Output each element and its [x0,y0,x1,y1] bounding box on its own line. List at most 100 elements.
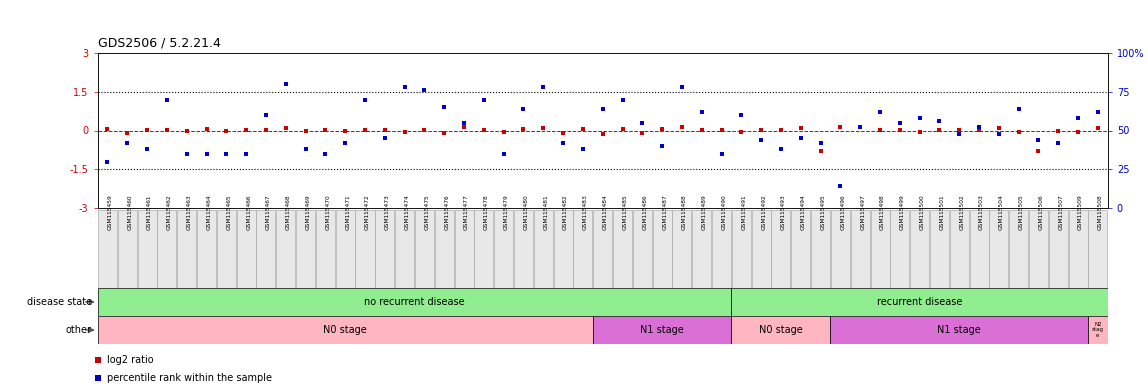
Text: GSM115471: GSM115471 [346,194,350,230]
Text: GSM115498: GSM115498 [881,194,885,230]
Point [88,375,107,381]
Text: GSM115474: GSM115474 [404,194,410,230]
FancyBboxPatch shape [594,210,612,288]
Point [514,106,533,112]
Point [138,127,156,133]
Point [673,84,691,90]
Text: GSM115463: GSM115463 [187,194,192,230]
Point [553,140,572,146]
Text: GSM115493: GSM115493 [781,194,786,230]
Text: log2 ratio: log2 ratio [108,355,154,365]
Point [752,127,770,133]
FancyBboxPatch shape [891,210,909,288]
Text: GSM115477: GSM115477 [464,194,470,230]
Point [99,126,117,132]
Point [99,159,117,165]
Text: GSM115470: GSM115470 [325,194,331,230]
Text: GSM115487: GSM115487 [662,194,667,230]
Text: percentile rank within the sample: percentile rank within the sample [108,373,272,383]
Text: GSM115461: GSM115461 [147,194,152,230]
FancyBboxPatch shape [316,210,335,288]
Bar [731,288,1118,316]
FancyBboxPatch shape [692,210,712,288]
Point [970,127,988,133]
Text: GSM115500: GSM115500 [920,194,924,230]
Point [1088,125,1107,131]
FancyBboxPatch shape [118,210,137,288]
FancyBboxPatch shape [949,210,969,288]
Text: GSM115482: GSM115482 [563,194,568,230]
Text: disease state: disease state [26,297,92,307]
Text: GSM115462: GSM115462 [166,194,172,230]
FancyBboxPatch shape [1029,210,1048,288]
Point [910,115,929,121]
Point [692,127,711,133]
Bar [592,316,731,344]
Text: GSM115492: GSM115492 [761,194,766,230]
Text: GSM115502: GSM115502 [960,194,964,230]
Text: GSM115494: GSM115494 [801,194,806,230]
FancyBboxPatch shape [633,210,652,288]
FancyBboxPatch shape [553,210,573,288]
Point [534,84,552,90]
Point [356,127,374,133]
FancyBboxPatch shape [1069,210,1087,288]
Point [236,127,255,133]
FancyBboxPatch shape [177,210,196,288]
Point [395,129,413,135]
Point [594,106,612,112]
Point [1009,129,1027,135]
Point [812,148,830,154]
FancyBboxPatch shape [870,210,890,288]
Text: GSM115495: GSM115495 [821,194,825,230]
FancyBboxPatch shape [732,210,751,288]
FancyBboxPatch shape [771,210,791,288]
FancyBboxPatch shape [673,210,691,288]
FancyBboxPatch shape [791,210,810,288]
FancyBboxPatch shape [1009,210,1029,288]
Point [653,143,672,149]
FancyBboxPatch shape [812,210,830,288]
Point [435,130,453,136]
Text: GSM115466: GSM115466 [246,194,251,230]
FancyBboxPatch shape [356,210,374,288]
Text: GSM115490: GSM115490 [722,194,727,230]
FancyBboxPatch shape [197,210,216,288]
Point [197,151,216,157]
Point [455,120,473,126]
Text: GSM115465: GSM115465 [226,194,232,230]
Point [891,127,909,133]
FancyBboxPatch shape [414,210,434,288]
Point [831,183,850,189]
Text: other: other [65,325,92,335]
Bar [1088,316,1108,344]
Point [157,127,176,133]
Point [495,129,513,135]
FancyBboxPatch shape [138,210,156,288]
Point [930,118,948,124]
FancyBboxPatch shape [970,210,988,288]
Point [356,96,374,103]
FancyBboxPatch shape [930,210,949,288]
Point [673,124,691,131]
FancyBboxPatch shape [296,210,315,288]
FancyBboxPatch shape [851,210,870,288]
Text: GSM115508: GSM115508 [1097,194,1103,230]
Text: GSM115509: GSM115509 [1078,194,1083,230]
Point [553,130,572,136]
Point [812,140,830,146]
Text: GSM115506: GSM115506 [1039,194,1044,230]
FancyBboxPatch shape [395,210,414,288]
Point [990,125,1008,131]
Point [257,127,276,133]
Text: GSM115485: GSM115485 [622,194,628,230]
Text: GSM115496: GSM115496 [840,194,845,230]
Point [118,130,137,136]
Point [217,128,235,134]
Text: GSM115464: GSM115464 [207,194,211,230]
Point [178,128,196,134]
Point [296,146,315,152]
FancyBboxPatch shape [910,210,929,288]
Bar [98,316,592,344]
Point [474,127,492,133]
